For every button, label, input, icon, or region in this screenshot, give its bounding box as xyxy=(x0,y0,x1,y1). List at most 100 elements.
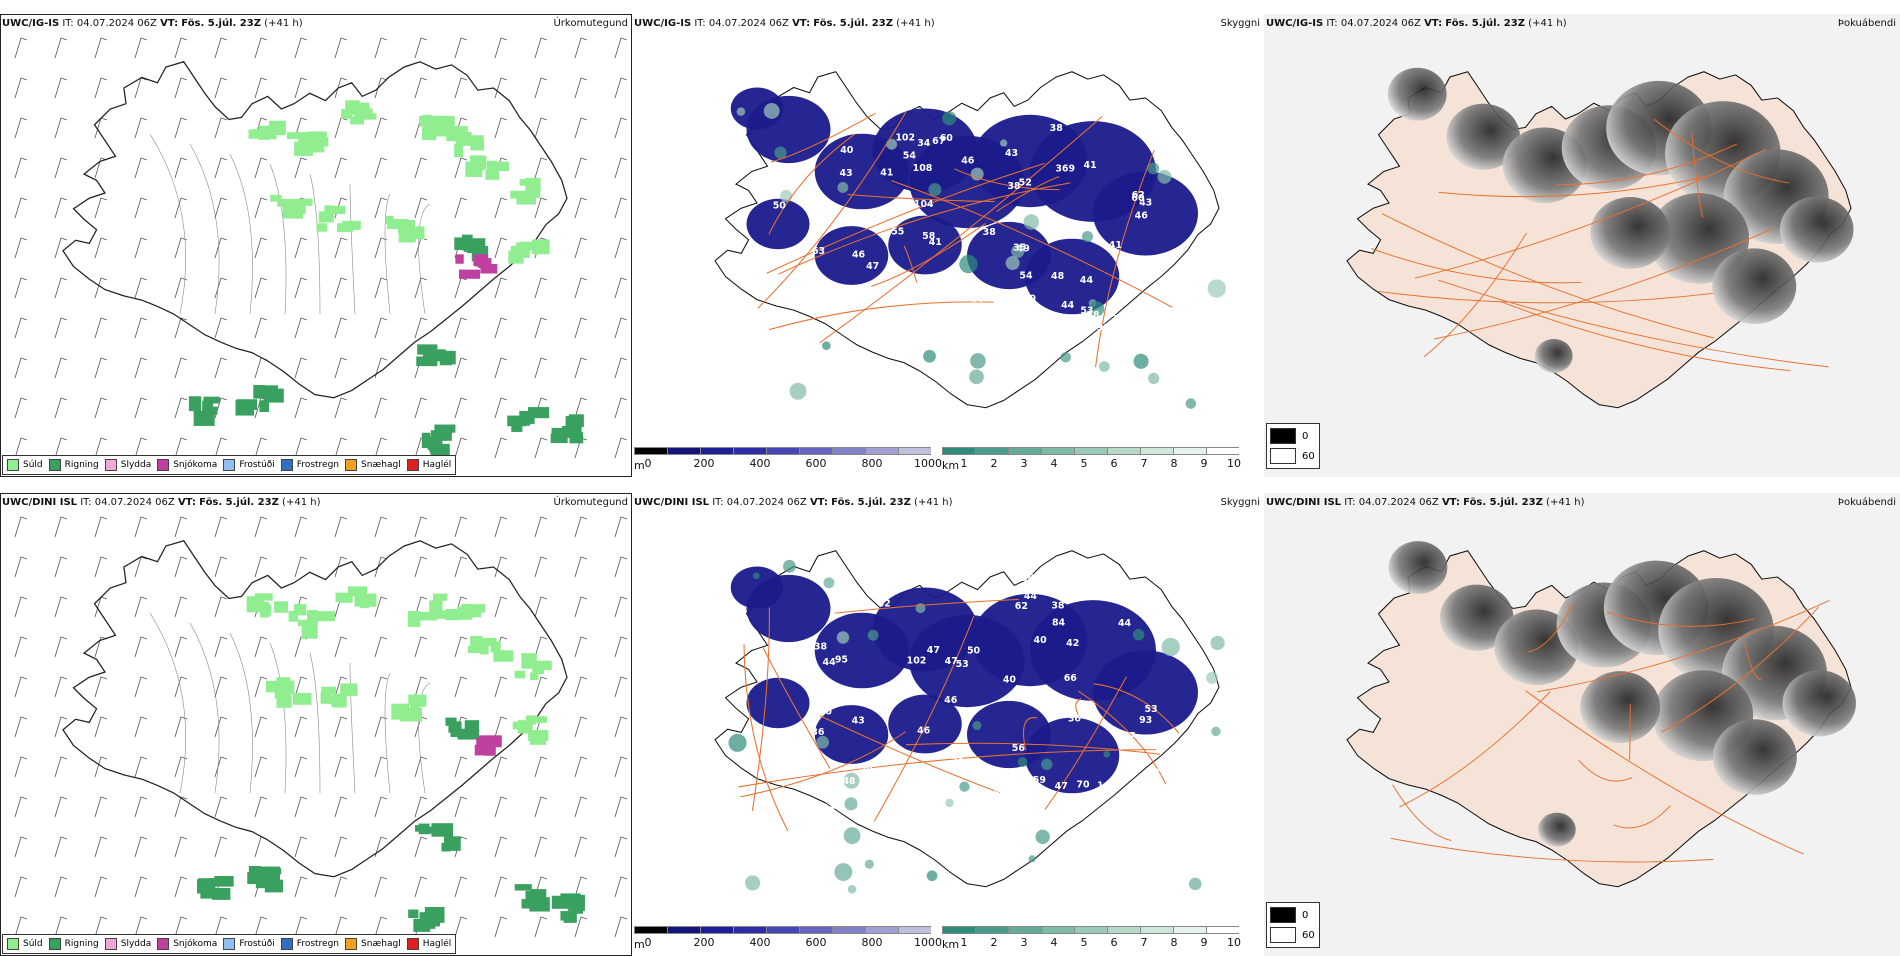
colorbar-unit: km xyxy=(942,459,960,472)
cloud-base-cell xyxy=(843,772,860,789)
wind-barb xyxy=(294,157,308,179)
colorbar-tick: 9 xyxy=(1200,457,1208,470)
wind-barb xyxy=(614,876,628,898)
cloud-base-cell xyxy=(1035,829,1050,845)
colorbar-cell xyxy=(1173,926,1206,934)
wind-barb xyxy=(334,676,348,698)
wind-barb xyxy=(254,676,268,698)
road-line xyxy=(770,112,876,163)
wind-barb xyxy=(174,157,188,179)
wind-barb xyxy=(94,716,108,738)
wind-barb xyxy=(94,197,108,219)
wind-barb xyxy=(174,516,188,538)
wind-barb xyxy=(294,876,308,898)
colorbar-tick: 10 xyxy=(1227,457,1241,470)
wind-barb xyxy=(614,596,628,618)
wind-barb xyxy=(214,197,228,219)
cloud-base-cell xyxy=(1081,231,1094,243)
wind-barb xyxy=(534,277,548,299)
wind-barb xyxy=(374,836,388,858)
precip-cell xyxy=(456,137,472,146)
legend-swatch xyxy=(280,938,293,950)
wind-barb xyxy=(374,756,388,778)
colorbar-cell xyxy=(1140,447,1173,455)
wind-barb xyxy=(414,596,428,618)
wind-barb xyxy=(494,516,508,538)
road-line xyxy=(738,749,1157,788)
cloud-base-cell xyxy=(816,735,830,749)
cloud-mass xyxy=(888,694,962,754)
precip-cell xyxy=(393,707,402,717)
cloud-base-colorbar: km 1 2 3 4 5 6 7 8 9 10 xyxy=(942,447,1252,475)
wind-barb xyxy=(294,357,308,379)
colorbar-cell xyxy=(1107,447,1140,455)
precip-cell xyxy=(203,396,220,404)
visibility-label: 44 xyxy=(1061,300,1075,311)
wind-barb xyxy=(614,916,628,938)
precip-cell xyxy=(277,198,299,207)
wind-barb xyxy=(214,77,228,99)
road-line xyxy=(906,742,1161,755)
precip-cell xyxy=(421,432,431,448)
river-line xyxy=(269,642,287,794)
wind-barb xyxy=(414,556,428,578)
precip-cell xyxy=(467,645,482,654)
visibility-label: 84 xyxy=(993,297,1007,308)
colorbar-tick: 7 xyxy=(1140,936,1148,949)
wind-barb xyxy=(54,556,68,578)
precip-cell xyxy=(530,889,547,900)
wind-barb xyxy=(254,437,268,459)
precip-cell xyxy=(398,232,416,243)
colorbar-cell xyxy=(865,447,898,455)
wind-barb xyxy=(374,556,388,578)
colorbar-tick: 200 xyxy=(693,457,715,470)
wind-barb xyxy=(334,556,348,578)
wind-barb xyxy=(534,756,548,778)
precip-cell xyxy=(339,592,353,603)
visibility-label: 43 xyxy=(852,715,865,726)
iceland-coastline xyxy=(62,540,568,878)
visibility-label: 43 xyxy=(809,321,822,332)
colorbar-cell xyxy=(634,926,667,934)
visibility-label: 43 xyxy=(839,168,852,179)
wind-barb xyxy=(94,237,108,259)
legend-swatch xyxy=(7,938,19,950)
visibility-label: 78 xyxy=(1086,310,1099,321)
legend-item: Snæhagl xyxy=(345,938,401,950)
wind-barb xyxy=(574,916,588,938)
precip-cell xyxy=(248,129,258,139)
road-line xyxy=(1044,676,1127,810)
legend-label: Snæhagl xyxy=(361,939,401,949)
header-vt-label: VT: xyxy=(809,497,828,508)
wind-barb xyxy=(54,37,68,59)
precip-cell xyxy=(258,125,270,140)
fog-area xyxy=(1537,812,1576,847)
precip-cell xyxy=(301,622,318,639)
precip-cell xyxy=(560,911,576,921)
wind-barb xyxy=(294,676,308,698)
colorbar-cell xyxy=(898,926,931,934)
cloud-base-colorbar: km 1 2 3 4 5 6 7 8 9 10 xyxy=(942,926,1252,954)
cloud-base-cell xyxy=(1041,758,1053,771)
wind-barb xyxy=(414,836,428,858)
wind-barb xyxy=(94,836,108,858)
wind-barb xyxy=(574,596,588,618)
precip-cell xyxy=(413,918,431,932)
header-vt-value: Fös. 5.júl. 23Z xyxy=(199,497,279,508)
legend-label: Slydda xyxy=(120,939,152,949)
precip-cell xyxy=(521,899,540,909)
river-line xyxy=(149,133,187,315)
visibility-label: 41 xyxy=(1136,752,1149,763)
visibility-label: 76 xyxy=(1114,298,1128,309)
visibility-label: 43 xyxy=(1005,148,1018,159)
precip-cell xyxy=(568,414,584,427)
wind-barb xyxy=(534,197,548,219)
header-vt-value: Fös. 5.júl. 23Z xyxy=(1463,497,1543,508)
wind-barb xyxy=(214,596,228,618)
road-line xyxy=(1660,606,1820,733)
wind-barb xyxy=(534,357,548,379)
road-line xyxy=(1744,640,1762,680)
product-title: Skyggni xyxy=(1220,497,1260,508)
precip-cell xyxy=(266,680,287,693)
wind-barb xyxy=(614,277,628,299)
